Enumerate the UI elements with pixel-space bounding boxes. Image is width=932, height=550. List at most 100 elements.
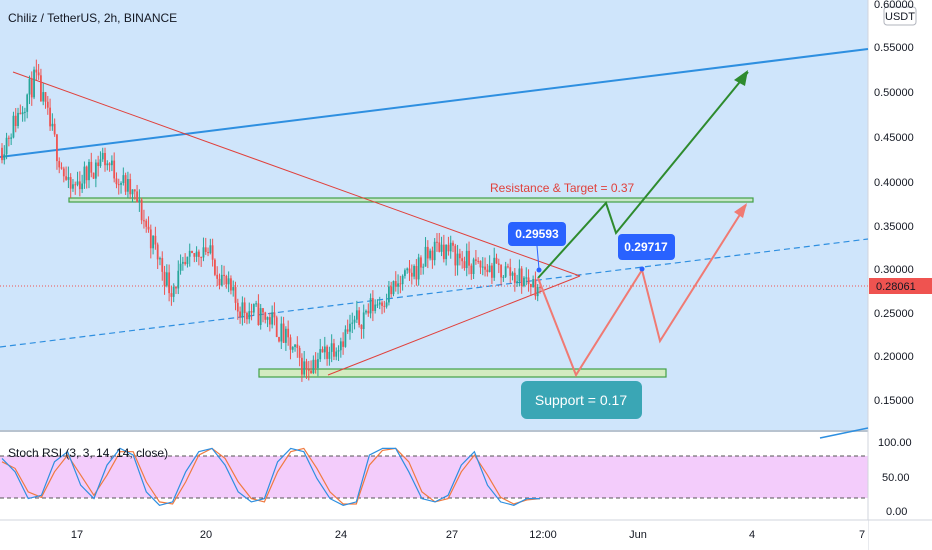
candle-body [504, 266, 507, 277]
candle-body [314, 359, 317, 368]
candle-body [127, 179, 129, 192]
currency-button[interactable]: USDT [883, 6, 917, 26]
indicator-tick-100: 100.00 [878, 437, 912, 449]
candle-body [10, 137, 13, 139]
price-marker-1[interactable]: 0.29593 [508, 222, 566, 273]
candle-body [152, 235, 154, 249]
candle-body [523, 277, 525, 287]
support-zone[interactable] [258, 368, 667, 378]
candle-body [458, 253, 461, 259]
current-price-tag-text: 0.28061 [876, 281, 916, 293]
candle-body [424, 246, 427, 267]
candle-body [378, 302, 381, 305]
candle-body [436, 241, 438, 243]
candle-body [342, 341, 345, 347]
candle-body [85, 166, 88, 181]
candle-body [120, 182, 122, 185]
candle-body [539, 287, 541, 289]
candle-body [355, 310, 358, 320]
candle-body [149, 229, 152, 249]
resistance-zone[interactable] [68, 197, 754, 203]
candle-body [291, 346, 294, 350]
candle-body [143, 220, 145, 222]
candle-body [49, 107, 51, 127]
candle-body [401, 275, 404, 285]
candle-body [154, 235, 157, 245]
candle-body [76, 181, 79, 185]
candle-body [232, 287, 235, 291]
candle-body [500, 264, 502, 278]
candle-body [197, 251, 200, 257]
price-marker-2-dot [639, 266, 645, 272]
upper-channel-line[interactable] [0, 48, 869, 158]
time-axis[interactable] [0, 520, 868, 550]
price-marker-2-box [618, 234, 675, 260]
price-marker-1-stem [536, 245, 540, 270]
candle-body [369, 298, 372, 314]
candle-body [433, 241, 436, 261]
candle-body [241, 302, 244, 318]
candle-body [442, 244, 445, 260]
indicator-axis-ticks: 100.00 50.00 0.00 [878, 437, 912, 518]
candle-body [493, 257, 496, 278]
candle-body [392, 281, 395, 295]
candle-body [200, 256, 203, 258]
candle-body [426, 246, 429, 259]
candle-body [161, 258, 164, 272]
horizontal-levels [68, 197, 754, 378]
price-pane-bg [0, 0, 868, 430]
candle-body [129, 179, 132, 195]
candle-body [214, 259, 216, 275]
candle-body [287, 328, 290, 338]
lower-boundary-line[interactable] [819, 427, 869, 439]
price-tick-9: 0.15000 [874, 395, 914, 407]
support-label[interactable]: Support = 0.17 [521, 381, 642, 419]
currency-button-label: USDT [885, 11, 915, 23]
candle-body [479, 260, 482, 268]
candle-body [28, 78, 31, 95]
candle-body [520, 268, 523, 287]
time-tick-27: 27 [446, 529, 458, 541]
stoch-k-line [1, 447, 540, 506]
candle-body [477, 260, 480, 262]
time-tick-24: 24 [335, 529, 347, 541]
candle-body [250, 311, 253, 313]
candle-body [445, 244, 448, 260]
candle-body [507, 266, 509, 268]
time-tick-20: 20 [200, 529, 212, 541]
candle-body [72, 184, 74, 189]
price-marker-1-dot [536, 267, 542, 273]
candle-body [339, 341, 342, 351]
bullish-projection[interactable] [537, 71, 749, 279]
candle-body [335, 351, 338, 357]
candle-body [452, 242, 454, 246]
candle-body [484, 266, 486, 270]
candle-body [12, 115, 15, 138]
candle-body [420, 257, 422, 268]
price-axis[interactable] [868, 0, 932, 550]
candle-body [417, 257, 420, 280]
candle-body [170, 293, 173, 297]
price-marker-2[interactable]: 0.29717 [618, 234, 675, 272]
candle-body [108, 163, 111, 166]
candle-body [472, 259, 475, 274]
candle-body [422, 266, 425, 268]
lower-channel-line[interactable] [0, 238, 869, 348]
candle-body [404, 270, 406, 276]
candle-body [104, 152, 106, 166]
candle-body [385, 302, 388, 307]
candle-body [319, 349, 322, 360]
triangle-upper-line[interactable] [12, 71, 581, 277]
candle-body [376, 304, 379, 306]
candle-body [390, 286, 393, 295]
candle-body [438, 242, 441, 252]
candle-body [371, 298, 374, 311]
candle-body [461, 258, 464, 262]
candle-body [268, 317, 271, 325]
candle-body [408, 268, 411, 273]
candle-body [26, 94, 29, 112]
price-tick-6: 0.30000 [874, 264, 914, 276]
indicator-tick-50: 50.00 [882, 472, 910, 484]
candle-body [23, 111, 26, 113]
